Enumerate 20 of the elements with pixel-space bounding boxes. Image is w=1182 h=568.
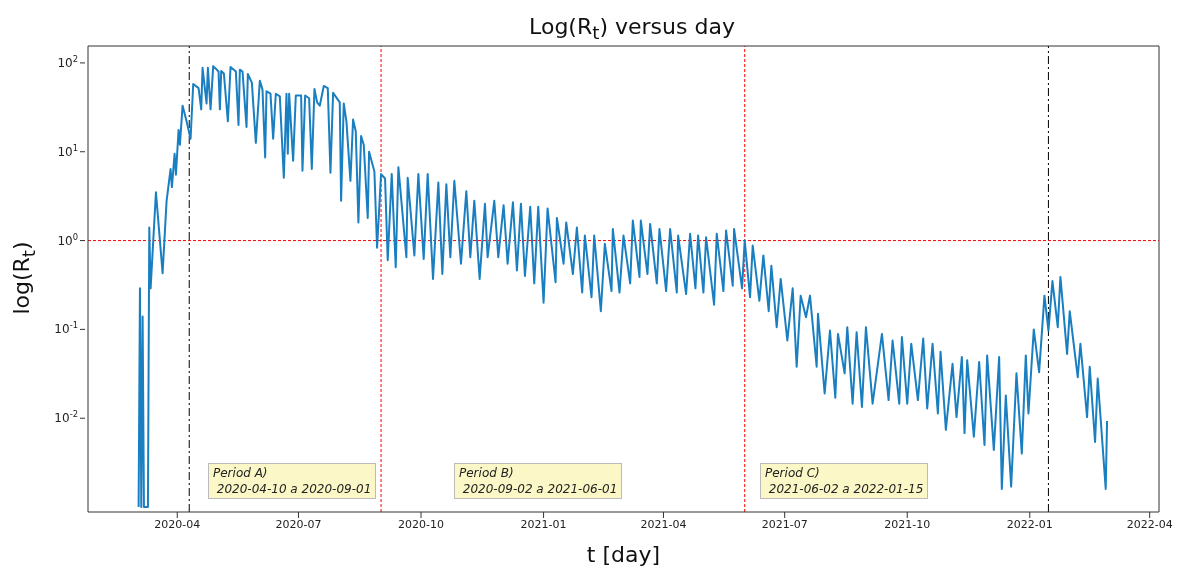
- annotation: Period C) 2021-06-02 a 2022-01-15: [760, 463, 929, 499]
- x-tick-label: 2021-07: [761, 517, 808, 531]
- y-tick-label: 10$^{0}$: [57, 231, 78, 248]
- annotation: Period B) 2020-09-02 a 2021-06-01: [454, 463, 623, 499]
- chart-title: Log(R$_{t}$) versus day: [528, 14, 736, 44]
- y-tick-label: 10$^{-2}$: [54, 409, 78, 426]
- x-tick-label: 2021-04: [640, 517, 687, 531]
- x-axis-title: t [day]: [586, 542, 661, 567]
- x-tick-label: 2022-04: [1126, 517, 1173, 531]
- y-tick-label: 10$^{-1}$: [54, 320, 78, 337]
- y-tick-label: 10$^{2}$: [57, 53, 78, 70]
- x-tick-label: 2021-01: [520, 517, 567, 531]
- y-tick-label: 10$^{1}$: [57, 142, 78, 159]
- annotation: Period A) 2020-04-10 a 2020-09-01: [208, 463, 377, 499]
- x-tick-label: 2020-04: [154, 517, 201, 531]
- line-series: [137, 65, 1109, 509]
- x-tick-label: 2020-10: [398, 517, 445, 531]
- x-tick-label: 2021-10: [884, 517, 931, 531]
- x-tick-label: 2020-07: [275, 517, 322, 531]
- x-tick-label: 2022-01: [1006, 517, 1053, 531]
